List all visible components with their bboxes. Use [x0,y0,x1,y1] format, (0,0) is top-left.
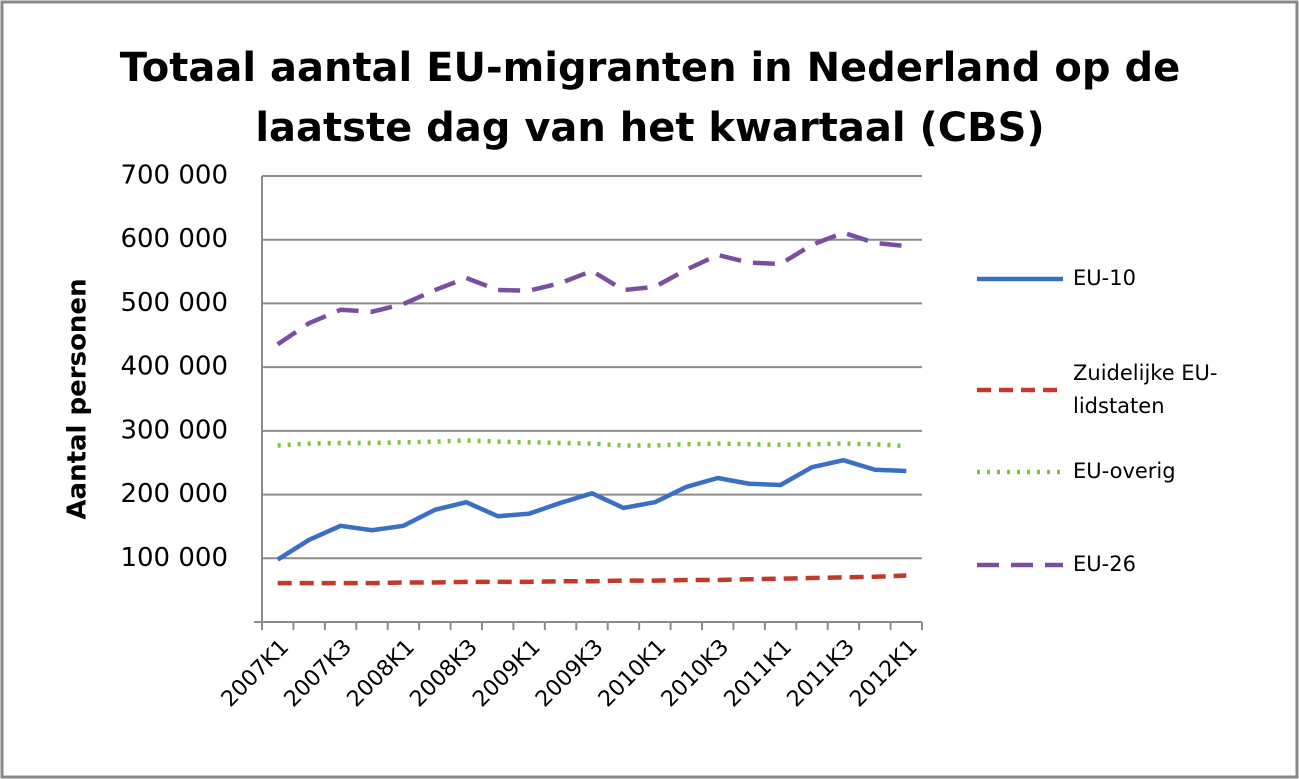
y-tick-label: 500 000 [120,288,228,318]
y-tick-label: 100 000 [120,543,228,573]
legend-label: EU-overig [1073,459,1176,483]
series-line [276,230,907,347]
y-tick-label: 200 000 [120,479,228,509]
series-line [277,573,907,586]
y-tick-label: 600 000 [120,224,228,254]
series-line [276,457,907,562]
legend-label: EU-26 [1073,552,1136,576]
legend-item: Zuidelijke EU-lidstaten [975,357,1243,423]
legend-item: EU-overig [975,455,1243,488]
legend-swatch [977,276,1063,281]
legend-label: EU-10 [1073,266,1136,290]
chart-title: Totaal aantal EU-migranten in Nederland … [119,45,1181,151]
legend-label: Zuidelijke EU-lidstaten [1073,361,1218,418]
y-tick-label: 700 000 [120,161,228,191]
legend-item: EU-10 [975,262,1243,295]
legend-swatch [977,387,1063,393]
legend-swatch [977,469,1063,474]
y-tick-label: 400 000 [120,352,228,382]
legend-swatch [977,562,1063,567]
y-axis-label: Aantal personen [63,278,93,519]
legend-item: EU-26 [975,548,1243,581]
y-tick-label: 300 000 [120,415,228,445]
